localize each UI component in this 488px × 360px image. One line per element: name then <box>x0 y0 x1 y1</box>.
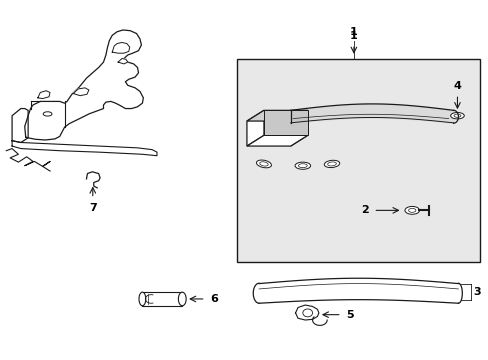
Polygon shape <box>246 111 307 121</box>
Polygon shape <box>73 88 89 96</box>
Polygon shape <box>25 30 143 140</box>
Text: 7: 7 <box>89 203 97 213</box>
Polygon shape <box>86 172 100 183</box>
Polygon shape <box>112 42 129 53</box>
Ellipse shape <box>294 162 310 169</box>
Ellipse shape <box>324 160 339 168</box>
Polygon shape <box>38 91 50 99</box>
Text: 3: 3 <box>472 287 480 297</box>
Text: 2: 2 <box>360 205 368 215</box>
Polygon shape <box>246 135 307 146</box>
Text: 6: 6 <box>210 294 218 304</box>
Text: 1: 1 <box>349 31 357 41</box>
Polygon shape <box>264 111 307 135</box>
Ellipse shape <box>139 292 145 306</box>
Polygon shape <box>295 305 318 320</box>
Polygon shape <box>12 109 28 143</box>
Ellipse shape <box>256 160 271 168</box>
Polygon shape <box>118 59 127 64</box>
Bar <box>237 59 479 262</box>
Bar <box>142 292 182 306</box>
Ellipse shape <box>43 112 52 116</box>
Text: 1: 1 <box>349 27 357 37</box>
Text: 4: 4 <box>452 81 461 91</box>
Ellipse shape <box>450 112 463 119</box>
Polygon shape <box>290 111 307 146</box>
Text: 5: 5 <box>346 310 353 320</box>
Polygon shape <box>246 111 264 146</box>
Ellipse shape <box>178 292 186 306</box>
Polygon shape <box>12 141 157 156</box>
Ellipse shape <box>404 206 419 214</box>
